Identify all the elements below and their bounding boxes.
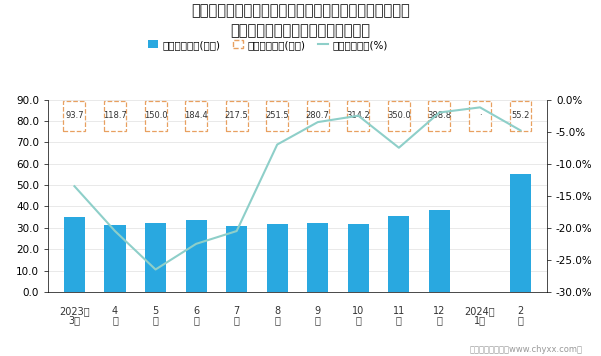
Text: 93.7: 93.7 [65, 111, 84, 120]
Text: 5: 5 [153, 306, 159, 316]
Bar [429, 101, 450, 131]
Bar [469, 101, 491, 131]
Text: 1月: 1月 [474, 315, 486, 325]
Text: 8: 8 [274, 306, 280, 316]
Text: 2: 2 [517, 306, 523, 316]
Text: 184.4: 184.4 [185, 111, 208, 120]
Text: 2024年: 2024年 [465, 306, 495, 316]
Text: 11: 11 [393, 306, 405, 316]
Text: 55.2: 55.2 [511, 111, 529, 120]
Text: 118.7: 118.7 [103, 111, 127, 120]
Bar [510, 174, 531, 292]
Text: 10: 10 [352, 306, 364, 316]
Legend: 当月出口货值(亿元), 累计出口货值(亿元), 当月同比增长(%): 当月出口货值(亿元), 累计出口货值(亿元), 当月同比增长(%) [143, 36, 392, 54]
Bar [226, 226, 247, 292]
Bar [347, 101, 369, 131]
Text: 月: 月 [436, 315, 442, 325]
Text: 月: 月 [193, 315, 199, 325]
Text: 月: 月 [396, 315, 402, 325]
Bar [226, 101, 248, 131]
Text: 月: 月 [112, 315, 118, 325]
Bar [104, 101, 126, 131]
Text: 月: 月 [517, 315, 523, 325]
Text: 9: 9 [315, 306, 321, 316]
Text: 月: 月 [315, 315, 321, 325]
Bar [145, 222, 166, 292]
Bar [388, 216, 409, 292]
Bar [186, 220, 207, 292]
Text: 251.5: 251.5 [266, 111, 289, 120]
Text: 150.0: 150.0 [144, 111, 167, 120]
Text: 2023年: 2023年 [59, 306, 90, 316]
Bar [267, 224, 288, 292]
Text: 280.7: 280.7 [306, 111, 330, 120]
Bar [185, 101, 207, 131]
Bar [64, 217, 85, 292]
Text: 月: 月 [355, 315, 361, 325]
Text: 6: 6 [193, 306, 199, 316]
Text: 314.2: 314.2 [346, 111, 370, 120]
Bar [429, 210, 450, 292]
Bar [145, 101, 166, 131]
Bar [307, 222, 328, 292]
Text: 388.8: 388.8 [427, 111, 451, 120]
Bar [105, 225, 126, 292]
Bar [266, 101, 288, 131]
Text: 月: 月 [234, 315, 240, 325]
Bar [64, 101, 85, 131]
Text: 3月: 3月 [69, 315, 81, 325]
Text: 近一年全国木材加工和木、竹、藤、棕、草制品业出口货
值当期值、累计值及同比增长统计图: 近一年全国木材加工和木、竹、藤、棕、草制品业出口货 值当期值、累计值及同比增长统… [191, 4, 410, 38]
Bar [348, 224, 369, 292]
Text: 4: 4 [112, 306, 118, 316]
Text: ·: · [478, 111, 481, 120]
Text: 月: 月 [274, 315, 280, 325]
Text: 7: 7 [234, 306, 240, 316]
Bar [307, 101, 329, 131]
Bar [388, 101, 410, 131]
Text: 月: 月 [153, 315, 159, 325]
Text: 217.5: 217.5 [225, 111, 249, 120]
Text: 制图：智研咨询（www.chyxx.com）: 制图：智研咨询（www.chyxx.com） [470, 345, 583, 354]
Text: 12: 12 [433, 306, 445, 316]
Text: 350.0: 350.0 [387, 111, 410, 120]
Bar [510, 101, 531, 131]
